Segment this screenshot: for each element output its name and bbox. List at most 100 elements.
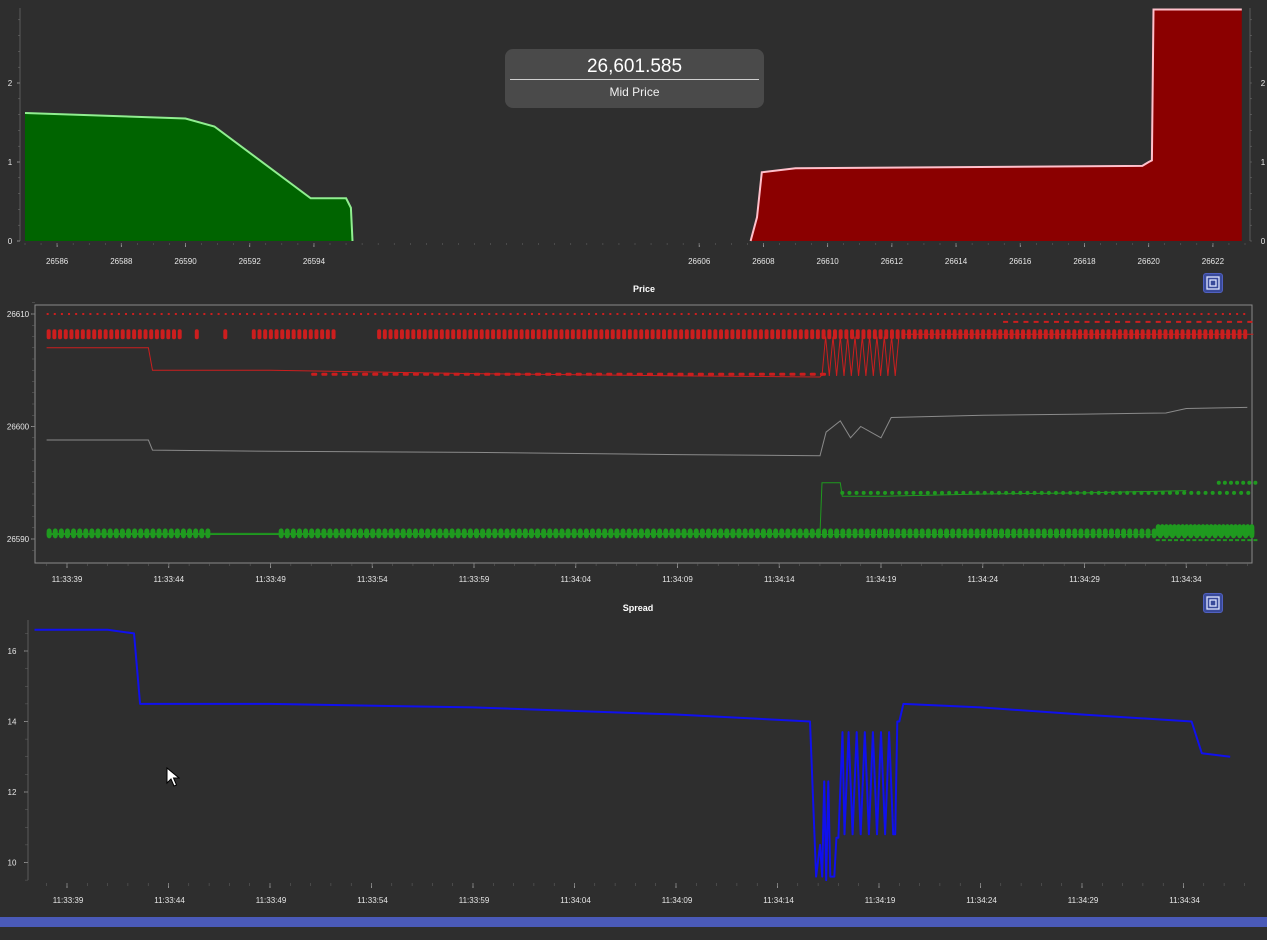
price-bid-order-marker bbox=[1108, 528, 1114, 539]
price-bid-order-marker bbox=[828, 528, 834, 539]
price-bid-order-marker bbox=[748, 528, 754, 539]
price-ask-order-marker bbox=[741, 329, 746, 340]
price-ask-line bbox=[46, 347, 823, 378]
spread-reset-zoom-button[interactable] bbox=[1203, 593, 1223, 613]
price-ask-level-marker bbox=[1050, 313, 1053, 315]
price-bid-order-marker bbox=[498, 528, 504, 539]
price-bid-order-marker bbox=[1127, 528, 1133, 539]
price-ask-small-marker bbox=[372, 372, 379, 376]
price-bid-order-marker bbox=[852, 528, 858, 539]
price-ask-level-marker bbox=[481, 313, 484, 315]
depth-x-tick-label: 26620 bbox=[1138, 257, 1161, 266]
price-bid-order-marker bbox=[1233, 524, 1239, 537]
price-ask-order-marker bbox=[1157, 329, 1162, 340]
price-bid-order-marker bbox=[986, 528, 992, 539]
price-ask-level-marker bbox=[139, 313, 142, 315]
depth-x-tick-label: 26614 bbox=[945, 257, 968, 266]
price-bid-small-marker bbox=[1210, 490, 1215, 495]
price-ask-order-marker bbox=[530, 329, 535, 340]
price-bid-order-marker bbox=[187, 528, 193, 539]
price-reset-zoom-button[interactable] bbox=[1203, 273, 1223, 293]
price-bid-level-marker bbox=[1247, 539, 1252, 542]
price-ask-order-marker bbox=[952, 329, 957, 340]
price-ask-level-marker bbox=[751, 313, 754, 315]
price-bid-level-marker bbox=[1167, 539, 1172, 542]
price-ask-order-marker bbox=[405, 329, 410, 340]
price-ask-level-marker bbox=[1243, 313, 1246, 315]
price-bid-small-marker bbox=[1025, 490, 1030, 495]
price-ask-level-marker bbox=[844, 313, 847, 315]
price-bid-order-marker bbox=[565, 528, 571, 539]
depth-x-tick-label: 26594 bbox=[303, 257, 326, 266]
price-bid-small-marker bbox=[982, 490, 987, 495]
price-ask-small-marker bbox=[423, 372, 430, 376]
price-bid-order-marker bbox=[638, 528, 644, 539]
price-ask-small-marker bbox=[1043, 320, 1049, 323]
price-ask-level-marker bbox=[217, 313, 220, 315]
price-ask-order-marker bbox=[485, 329, 490, 340]
price-bid-order-marker bbox=[284, 528, 290, 539]
price-bid-order-marker bbox=[577, 528, 583, 539]
price-ask-order-marker bbox=[86, 329, 91, 340]
price-ask-order-marker bbox=[325, 329, 330, 340]
price-ask-level-marker bbox=[1207, 313, 1210, 315]
price-ask-level-marker bbox=[174, 313, 177, 315]
depth-x-tick-label: 26588 bbox=[110, 257, 133, 266]
price-ask-order-marker bbox=[565, 329, 570, 340]
price-ask-order-marker bbox=[417, 329, 422, 340]
price-bid-order-marker bbox=[52, 528, 58, 539]
price-ask-small-marker bbox=[402, 372, 409, 376]
price-ask-level-marker bbox=[402, 313, 405, 315]
price-ask-level-marker bbox=[687, 313, 690, 315]
price-bid-order-marker bbox=[449, 528, 455, 539]
price-ask-level-marker bbox=[936, 313, 939, 315]
price-ask-small-marker bbox=[331, 372, 338, 376]
price-bid-order-marker bbox=[846, 528, 852, 539]
depth-y-tick-right: 2 bbox=[1261, 79, 1266, 88]
price-ask-small-marker bbox=[677, 372, 684, 376]
price-bid-order-marker bbox=[779, 528, 785, 539]
price-y-tick-label: 26590 bbox=[7, 535, 30, 544]
price-ask-order-marker bbox=[496, 329, 501, 340]
price-ask-order-marker bbox=[542, 329, 547, 340]
price-bid-order-marker bbox=[950, 528, 956, 539]
price-bid-order-marker bbox=[1176, 524, 1182, 537]
price-ask-level-marker bbox=[352, 313, 355, 315]
price-ask-level-marker bbox=[944, 313, 947, 315]
price-bid-small-marker bbox=[861, 490, 866, 495]
price-ask-level-marker bbox=[409, 313, 412, 315]
price-ask-level-marker bbox=[1236, 313, 1239, 315]
price-ask-level-marker bbox=[417, 313, 420, 315]
price-bid-order-marker bbox=[474, 528, 479, 539]
price-ask-level-marker bbox=[516, 313, 519, 315]
price-ask-small-marker bbox=[494, 372, 501, 376]
spread-x-tick-label: 11:34:04 bbox=[560, 896, 591, 905]
price-ask-order-marker bbox=[519, 329, 524, 340]
price-ask-order-marker bbox=[627, 329, 632, 340]
price-ask-level-marker bbox=[274, 313, 277, 315]
price-bid-order-marker bbox=[162, 528, 168, 539]
price-ask-order-marker bbox=[1089, 329, 1094, 340]
price-ask-order-marker bbox=[439, 329, 444, 340]
price-bid-order-marker bbox=[974, 528, 980, 539]
price-ask-order-marker bbox=[399, 329, 404, 340]
price-bid-order-marker bbox=[199, 528, 205, 539]
price-ask-order-marker bbox=[1197, 329, 1202, 340]
price-bid-order-marker bbox=[1167, 524, 1173, 537]
price-ask-level-marker bbox=[167, 313, 170, 315]
price-ask-order-marker bbox=[650, 329, 655, 340]
price-ask-order-marker bbox=[194, 329, 199, 340]
price-bid-order-marker bbox=[437, 528, 443, 539]
price-bid-order-marker bbox=[168, 528, 174, 539]
price-bid-small-marker bbox=[968, 490, 973, 495]
price-ask-small-marker bbox=[657, 372, 664, 376]
price-bid-order-marker bbox=[596, 528, 602, 539]
price-bid-order-marker bbox=[486, 528, 492, 539]
price-ask-order-marker bbox=[97, 329, 102, 340]
price-ask-level-marker bbox=[75, 313, 78, 315]
price-bid-order-marker bbox=[1216, 524, 1222, 537]
price-ask-level-marker bbox=[673, 313, 676, 315]
price-ask-level-marker bbox=[281, 313, 284, 315]
spread-x-tick-label: 11:34:14 bbox=[763, 896, 794, 905]
price-ask-level-marker bbox=[595, 313, 598, 315]
